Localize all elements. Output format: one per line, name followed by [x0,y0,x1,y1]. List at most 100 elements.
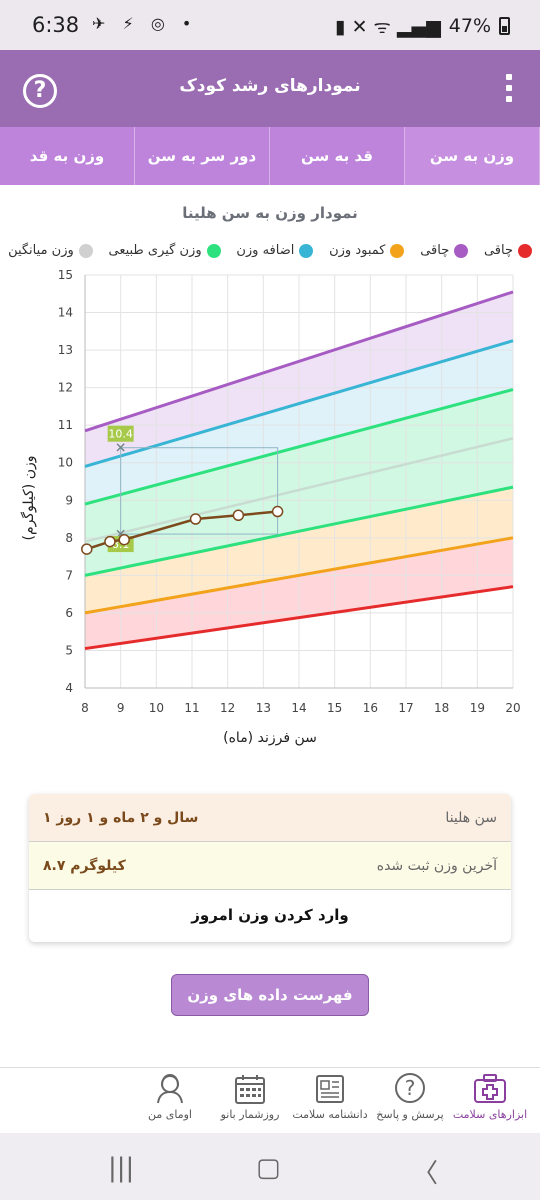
guide-box [120,447,279,535]
legend-dot [299,243,314,258]
question-circle-icon[interactable]: ? [23,74,57,108]
chart-tabs: وزن به سن قد به سن دور سر به سن وزن به ق… [0,127,540,185]
percentile-curve-4 [84,388,514,506]
newspaper-icon [316,1075,344,1103]
x-tick-label: 17 [398,701,413,715]
x-tick-label: 20 [505,701,520,715]
x-tick-label: 16 [363,701,378,715]
x-tick-label: 19 [470,701,485,715]
signal-icon: ▮ ✕ ᯤ ▂▄▆ [335,16,441,38]
y-tick-label: 7 [65,568,73,582]
recent-apps-icon[interactable]: ||| [108,1153,135,1183]
chart-legend: چاقی چاقی کمبود وزن اضافه وزن وزن گیری ط… [8,243,532,258]
y-axis-label: وزن (کیلوگرم) [21,455,37,541]
nav-label: دانشنامه سلامت [292,1108,368,1121]
legend-dot [454,243,469,258]
tab-weight-for-age[interactable]: وزن به سن [405,127,540,185]
child-weight-point [118,533,130,546]
y-tick-label: 13 [58,343,73,357]
age-label: سن هلینا [445,809,497,826]
last-weight-value: ۸.۷ کیلوگرم [43,857,126,874]
legend-label: چاقی [483,243,513,258]
legend-item-average[interactable]: وزن میانگین [8,243,93,258]
x-tick-label: 11 [184,701,199,715]
nav-label: روزشمار بانو [220,1108,280,1121]
y-tick-label: 5 [65,643,73,657]
medical-kit-icon [474,1074,506,1103]
nav-calendar[interactable]: روزشمار بانو [210,1072,290,1133]
percentile-curve-0 [84,585,514,651]
tab-head-for-age[interactable]: دور سر به سن [135,127,270,185]
y-tick-label: 11 [58,418,73,432]
x-tick-label: 14 [291,701,306,715]
legend-dot [518,243,532,258]
x-tick-label: 8 [81,701,89,715]
page-title: نمودارهای رشد کودک [179,76,361,96]
marker-cross: ✕ [115,441,127,457]
legend-label: اضافه وزن [236,243,295,258]
age-row: ۱ سال و ۲ ماه و ۱ روز سن هلینا [29,794,511,842]
legend-label: چاقی [420,243,450,258]
nav-label: ابزارهای سلامت [452,1108,528,1121]
percentile-curve-1 [84,536,514,615]
nav-my-profile[interactable]: اومای من [130,1072,210,1133]
y-tick-label: 9 [65,493,73,507]
status-bar: 6:38 ✈ ⚡ ◎ • ▮ ✕ ᯤ ▂▄▆ 47% [0,0,540,50]
y-tick-label: 10 [58,456,73,470]
bottom-nav: ابزارهای سلامت ? پرسش و پاسخ دانشنامه سل… [0,1067,540,1133]
question-bubble-icon: ? [395,1073,425,1103]
home-icon[interactable]: ▢ [256,1153,281,1183]
y-tick-label: 12 [58,381,73,395]
status-time: 6:38 [32,13,80,37]
x-tick-label: 10 [149,701,164,715]
marker-label-box [107,425,134,442]
svg-text:?: ? [405,1076,416,1100]
x-tick-label: 12 [220,701,235,715]
y-tick-label: 6 [65,606,73,620]
percentile-curve-2 [84,485,514,577]
system-nav-bar: ||| ▢ 〈 [0,1133,540,1200]
nav-label: اومای من [148,1108,192,1121]
legend-item-underweight[interactable]: کمبود وزن [329,243,405,258]
nav-encyclopedia[interactable]: دانشنامه سلامت [290,1072,370,1133]
child-weight-point [232,509,245,522]
y-tick-label: 14 [58,306,73,320]
legend-item-normal[interactable]: وزن گیری طبیعی [108,243,221,258]
legend-dot [78,243,93,258]
tab-height-for-age[interactable]: قد به سن [270,127,405,185]
percentile-curve-5 [84,339,514,468]
legend-item-obesity-purple[interactable]: چاقی [420,243,469,258]
legend-item-obesity-red[interactable]: چاقی [484,243,532,258]
child-weight-point [271,505,284,518]
child-weight-point [104,535,116,548]
kebab-menu-icon[interactable] [504,74,514,106]
y-tick-label: 15 [58,268,73,282]
tab-weight-for-height[interactable]: وزن به قد [0,127,135,185]
y-axis-label-wrap: وزن (کیلوگرم) [14,430,44,580]
nav-label: پرسش و پاسخ [376,1108,444,1121]
x-tick-label: 18 [434,701,449,715]
battery-percent: 47% [448,15,491,37]
enter-weight-button[interactable]: وارد کردن وزن امروز [191,906,349,924]
info-card: ۱ سال و ۲ ماه و ۱ روز سن هلینا ۸.۷ کیلوگ… [29,794,511,942]
child-weight-point [189,513,202,525]
battery-icon [499,17,510,35]
weight-data-list-button[interactable]: فهرست داده های وزن هلینا [171,974,369,1044]
marker-label: 10.4 [108,428,133,441]
x-tick-label: 15 [327,701,342,715]
legend-item-overweight[interactable]: اضافه وزن [236,243,314,258]
back-icon[interactable]: 〈 [412,1159,439,1189]
x-tick-label: 13 [256,701,271,715]
nav-health-tools[interactable]: ابزارهای سلامت [450,1072,530,1133]
legend-dot [390,243,405,258]
y-tick-label: 4 [65,681,73,695]
nav-questions[interactable]: ? پرسش و پاسخ [370,1072,450,1133]
weight-for-age-chart: 8 9 10 11 12 13 14 15 16 17 18 19 20 4 5 6 7 8 9 10 11 12 13 14… [58,268,521,715]
child-weight-point [81,543,93,555]
marker-cross: ✕ [115,527,127,543]
status-right: ▮ ✕ ᯤ ▂▄▆ 47% [335,13,510,39]
age-value: ۱ سال و ۲ ماه و ۱ روز [43,809,199,826]
legend-label: وزن میانگین [8,243,74,258]
legend-label: کمبود وزن [329,243,386,258]
